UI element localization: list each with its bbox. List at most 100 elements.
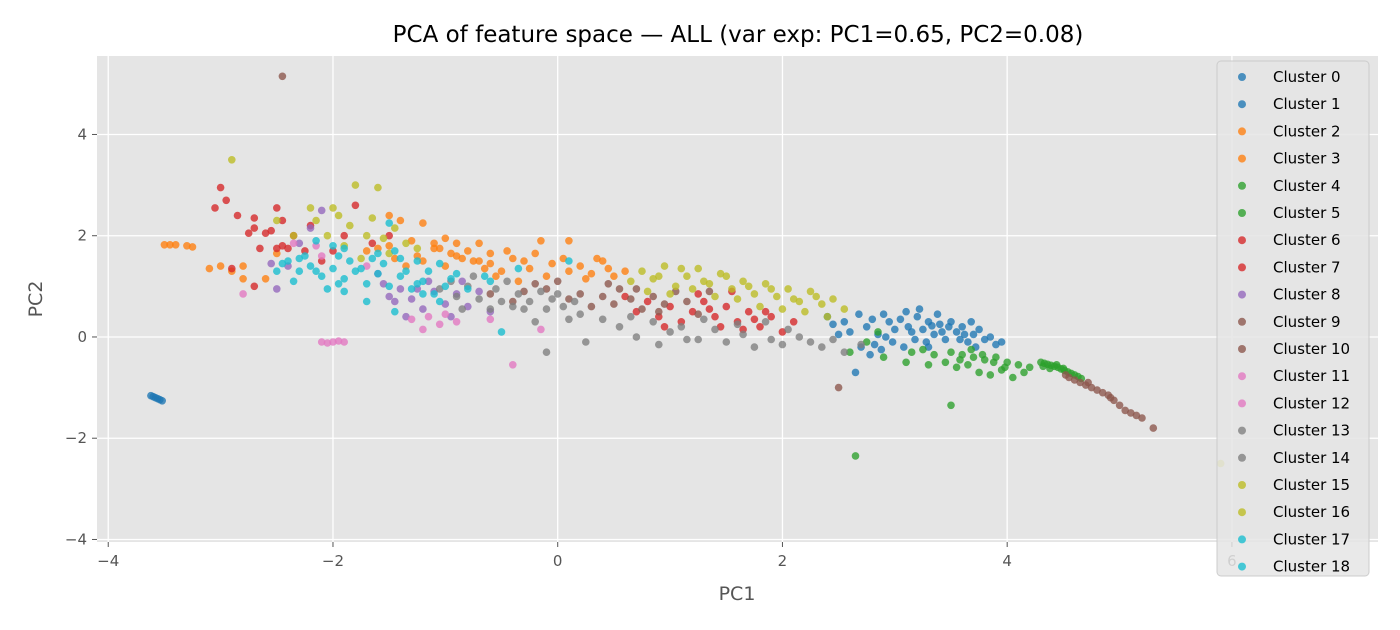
cluster-13-point bbox=[750, 343, 759, 351]
cluster-18-point bbox=[514, 264, 523, 273]
cluster-2-point bbox=[492, 272, 500, 281]
legend-label: Cluster 2 bbox=[1273, 122, 1341, 140]
cluster-9-point bbox=[694, 310, 702, 319]
cluster-17-point bbox=[374, 269, 382, 278]
legend-label: Cluster 6 bbox=[1273, 231, 1341, 249]
cluster-17-point bbox=[357, 264, 365, 273]
cluster-6-point bbox=[756, 323, 764, 331]
cluster-1-point bbox=[147, 391, 155, 400]
cluster-2-point bbox=[419, 257, 427, 265]
cluster-15-point bbox=[784, 285, 792, 293]
cluster-17-point bbox=[402, 267, 410, 276]
cluster-15-point bbox=[627, 277, 635, 286]
cluster-8-point bbox=[396, 285, 405, 293]
cluster-4-point bbox=[947, 401, 955, 410]
cluster-7-point bbox=[250, 282, 259, 291]
cluster-17-point bbox=[435, 259, 444, 268]
cluster-9-point bbox=[587, 302, 596, 311]
y-tick-label: 4 bbox=[77, 125, 87, 143]
cluster-13-point bbox=[683, 335, 691, 344]
cluster-8-point bbox=[407, 295, 416, 303]
cluster-15-point bbox=[700, 277, 708, 286]
cluster-4-point bbox=[1009, 373, 1017, 382]
cluster-5-point bbox=[924, 361, 933, 369]
cluster-16-point bbox=[379, 234, 388, 243]
cluster-4-point bbox=[1014, 361, 1023, 369]
cluster-13-point bbox=[795, 333, 804, 341]
cluster-4-point bbox=[967, 345, 975, 354]
cluster-16-point bbox=[329, 204, 337, 212]
cluster-3-point bbox=[188, 243, 197, 251]
cluster-9-point bbox=[565, 295, 573, 303]
cluster-16-point bbox=[334, 211, 343, 220]
legend-label: Cluster 11 bbox=[1273, 367, 1350, 385]
cluster-0-point bbox=[986, 333, 995, 341]
cluster-0-point bbox=[879, 310, 888, 319]
cluster-13-point bbox=[700, 315, 708, 324]
cluster-8-point bbox=[306, 224, 315, 232]
cluster-8-point bbox=[475, 287, 483, 296]
cluster-7-point bbox=[284, 244, 292, 253]
cluster-14-point bbox=[486, 305, 495, 313]
cluster-5-point bbox=[1046, 364, 1054, 373]
cluster-14-point bbox=[514, 290, 523, 298]
cluster-1-point bbox=[851, 368, 860, 377]
cluster-3-point bbox=[458, 254, 467, 263]
cluster-6-point bbox=[789, 318, 798, 326]
cluster-17-point bbox=[385, 219, 394, 227]
legend-marker bbox=[1238, 372, 1246, 381]
x-tick-label: 2 bbox=[778, 552, 788, 570]
legend-label: Cluster 13 bbox=[1273, 422, 1350, 440]
cluster-12-point bbox=[537, 325, 545, 334]
legend-marker bbox=[1238, 481, 1246, 489]
cluster-17-point bbox=[273, 267, 281, 276]
cluster-2-point bbox=[548, 259, 556, 268]
cluster-3-point bbox=[430, 239, 438, 248]
cluster-7-point bbox=[233, 211, 242, 220]
cluster-16-point bbox=[346, 221, 354, 230]
cluster-10-point bbox=[1115, 401, 1124, 410]
cluster-17-point bbox=[334, 252, 343, 260]
cluster-5-point bbox=[1059, 364, 1068, 373]
cluster-5-point bbox=[846, 348, 854, 357]
cluster-3-point bbox=[452, 239, 461, 248]
cluster-17-point bbox=[317, 272, 326, 281]
cluster-4-point bbox=[851, 452, 860, 460]
cluster-17-point bbox=[407, 285, 416, 293]
cluster-1-point bbox=[846, 328, 854, 336]
legend-label: Cluster 9 bbox=[1273, 313, 1341, 331]
cluster-13-point bbox=[761, 318, 770, 326]
cluster-0-point bbox=[956, 335, 964, 344]
cluster-15-point bbox=[812, 292, 820, 301]
cluster-0-point bbox=[928, 322, 936, 330]
cluster-4-point bbox=[956, 356, 964, 364]
cluster-7-point bbox=[368, 239, 377, 248]
cluster-17-point bbox=[379, 259, 388, 268]
cluster-17-point bbox=[441, 282, 450, 291]
cluster-15-point bbox=[677, 264, 686, 273]
cluster-14-point bbox=[525, 297, 534, 306]
cluster-7-point bbox=[267, 226, 276, 235]
cluster-14-point bbox=[469, 272, 478, 281]
cluster-16-point bbox=[368, 214, 377, 222]
cluster-7-point bbox=[385, 231, 394, 240]
cluster-13-point bbox=[582, 338, 590, 346]
cluster-3-point bbox=[239, 262, 247, 270]
cluster-3-point bbox=[160, 241, 169, 249]
cluster-15-point bbox=[643, 287, 652, 296]
y-tick-label: 2 bbox=[77, 227, 87, 245]
cluster-4-point bbox=[941, 358, 950, 367]
cluster-14-point bbox=[492, 285, 500, 293]
data-points bbox=[147, 72, 1225, 468]
cluster-0-point bbox=[997, 338, 1006, 346]
cluster-13-point bbox=[733, 320, 742, 329]
cluster-17-point bbox=[497, 328, 506, 336]
cluster-17-point bbox=[362, 280, 371, 288]
cluster-12-point bbox=[486, 315, 495, 324]
cluster-15-point bbox=[728, 285, 736, 293]
cluster-13-point bbox=[784, 325, 792, 334]
cluster-16-point bbox=[402, 239, 410, 248]
cluster-4-point bbox=[969, 353, 978, 362]
cluster-15-point bbox=[767, 285, 775, 293]
cluster-1-point bbox=[877, 345, 886, 354]
